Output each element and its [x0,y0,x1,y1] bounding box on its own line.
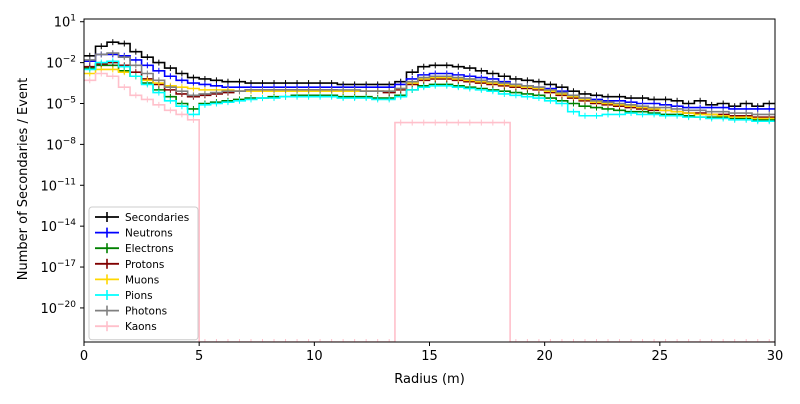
series-line [84,53,775,110]
legend-label: Electrons [125,243,174,255]
y-tick-label: 10−8 [46,136,76,153]
series-pions [84,58,775,125]
y-tick-label: 10−11 [40,177,76,194]
legend-label: Photons [125,306,167,318]
legend-item: Pions [95,290,153,302]
series-line [84,52,775,116]
y-tick-label: 10−5 [46,95,76,112]
y-tick-label: 101 [54,14,76,31]
series-kaons [84,70,775,342]
y-tick-label: 10−20 [40,300,76,317]
legend-label: Muons [125,274,159,286]
y-tick-label: 10−17 [40,259,76,276]
legend-item: Protons [95,258,164,271]
plot-area [84,39,775,342]
legend-item: Muons [95,274,159,286]
axes: 0 5 10 15 20 25 30 101 10−2 10−5 10−8 10−11 10−14 10−… [40,14,783,364]
y-axis-label: Number of Secondaries / Event [16,78,31,280]
legend-label: Secondaries [125,212,189,224]
legend-label: Pions [125,290,153,302]
legend-item: Neutrons [95,227,173,240]
x-tick-label: 10 [306,349,323,364]
legend-item: Kaons [95,321,157,333]
series-photons [84,50,775,118]
legend-item: Photons [95,305,167,318]
x-tick-label: 25 [652,349,669,364]
legend-label: Protons [125,259,164,271]
x-tick-label: 20 [536,349,553,364]
x-tick-label: 30 [767,349,784,364]
x-tick-label: 0 [80,349,88,364]
y-tick-label: 10−14 [40,218,76,235]
x-tick-label: 15 [421,349,438,364]
legend: Secondaries Neutrons Electrons Protons Muons… [88,206,199,341]
legend-box [88,206,199,341]
legend-label: Neutrons [125,228,173,240]
legend-item: Electrons [95,243,174,255]
x-axis-label: Radius (m) [394,372,465,387]
x-tick-label: 5 [195,349,203,364]
legend-label: Kaons [125,321,157,333]
series-line [84,72,775,342]
legend-item: Secondaries [95,212,189,224]
y-tick-label: 10−2 [46,55,76,72]
series-line [84,60,775,123]
